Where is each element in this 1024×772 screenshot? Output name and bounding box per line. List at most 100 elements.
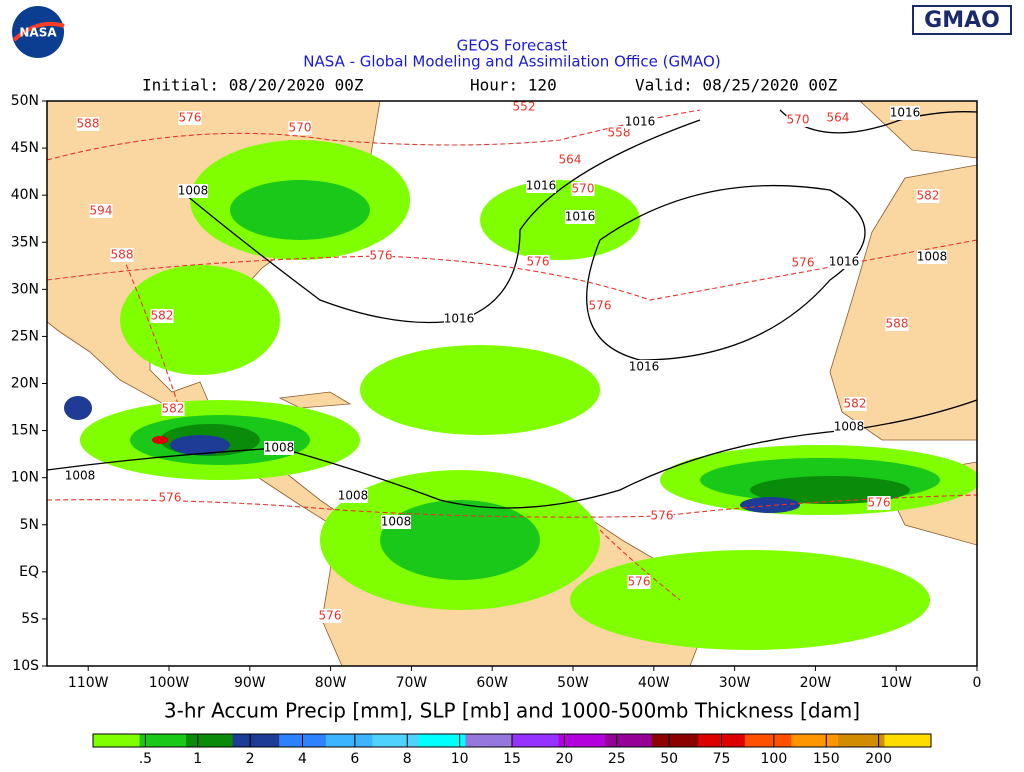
contour-label-bg <box>110 248 134 262</box>
contour-label-bg <box>607 126 631 140</box>
lon-label: 80W <box>315 675 347 691</box>
lon-label: 20W <box>800 675 832 691</box>
precip-area <box>740 497 800 513</box>
contour-label-bg <box>150 309 174 323</box>
contour-label-bg <box>627 575 651 589</box>
colorbar-swatch <box>372 734 420 747</box>
lat-label: 5S <box>21 611 39 627</box>
thickness-label: 564 <box>827 111 850 125</box>
thickness-label: 576 <box>628 575 651 589</box>
lat-label: 30N <box>11 281 39 297</box>
nasa-logo-swoosh <box>12 21 65 42</box>
colorbar-label: 75 <box>713 751 731 767</box>
colorbar-swatch <box>651 734 699 747</box>
thickness-label: 582 <box>151 309 174 323</box>
thickness-line <box>47 109 701 161</box>
slp-label: 1016 <box>565 210 596 224</box>
thickness-label: 576 <box>868 496 891 510</box>
cuba <box>278 391 352 409</box>
nasa-logo <box>12 6 64 58</box>
colorbar-label: .5 <box>139 751 152 767</box>
thickness-label: 576 <box>159 491 182 505</box>
contour-label-bg <box>318 609 342 623</box>
precip-area <box>170 435 230 455</box>
contour-label-bg <box>885 317 909 331</box>
lat-label: 25N <box>11 328 39 344</box>
initial-time: Initial: 08/20/2020 00Z <box>142 76 364 95</box>
valid-time: Valid: 08/25/2020 00Z <box>635 76 838 95</box>
slp-label: 1008 <box>178 184 209 198</box>
thickness-label: 552 <box>513 100 536 114</box>
slp-label: 1016 <box>444 312 475 326</box>
precip-area <box>380 500 540 580</box>
contour-label-bg <box>526 179 556 193</box>
africa-north <box>829 164 977 441</box>
lon-label: 50W <box>557 675 589 691</box>
thickness-line <box>47 494 977 518</box>
thickness-line <box>47 239 977 301</box>
lon-label: 0 <box>973 675 982 691</box>
slp-label: 1008 <box>338 489 369 503</box>
nasa-logo-text: NASA <box>19 26 57 40</box>
contour-label-bg <box>843 397 867 411</box>
colorbar-label: 100 <box>761 751 788 767</box>
contour-label-bg <box>76 117 100 131</box>
colorbar-label: 10 <box>451 751 469 767</box>
precipitation <box>64 140 977 650</box>
axes: 50N 45N 40N 35N 30N 25N 20N 15N 10N 5N EQ 5S 10S 110W… <box>11 93 982 691</box>
colorbar-swatch <box>884 734 932 747</box>
slp-label: 1016 <box>625 115 656 129</box>
lat-label: 5N <box>20 517 39 533</box>
lon-label: 10W <box>880 675 912 691</box>
slp-label: 1016 <box>890 106 921 120</box>
lon-label: 110W <box>68 675 109 691</box>
colorbar-label: 50 <box>660 751 678 767</box>
contour-label-bg <box>834 420 864 434</box>
colorbar-swatch <box>465 734 513 747</box>
colorbar-label: 200 <box>865 751 892 767</box>
contour-label-bg <box>829 255 859 269</box>
contour-label-bg <box>161 402 185 416</box>
colorbar-swatch <box>837 734 885 747</box>
slp-label: 1016 <box>629 360 660 374</box>
contour-label-bg <box>369 249 393 263</box>
colorbar-swatch <box>325 734 373 747</box>
gmao-logo-text: GMAO <box>924 8 1000 33</box>
colorbar-label: 20 <box>555 751 573 767</box>
colorbar-label: 8 <box>403 751 412 767</box>
thickness-label: 582 <box>917 189 940 203</box>
contour-label-bg <box>158 491 182 505</box>
colorbar-label: 4 <box>298 751 307 767</box>
contour-label-bg <box>512 101 536 114</box>
precip-area <box>64 396 92 420</box>
slp-label: 1008 <box>264 441 295 455</box>
lat-label: 35N <box>11 234 39 250</box>
contour-label-bg <box>558 153 582 167</box>
contour-label-bg <box>89 204 113 218</box>
thickness-label: 576 <box>792 256 815 270</box>
thickness-label: 576 <box>179 111 202 125</box>
thickness-label: 582 <box>162 402 185 416</box>
precip-area <box>152 436 168 444</box>
lon-label: 60W <box>476 675 508 691</box>
slp-label: 1008 <box>834 420 865 434</box>
title: GEOS Forecast <box>457 37 568 55</box>
contour-label-bg <box>565 210 595 224</box>
thickness-label: 588 <box>77 117 100 131</box>
colorbar-swatch <box>744 734 792 747</box>
colorbar-swatch <box>93 734 141 747</box>
colorbar-label: 6 <box>350 751 359 767</box>
slp-label: 1016 <box>526 179 557 193</box>
thickness-label: 576 <box>589 299 612 313</box>
contour-label-bg <box>917 250 947 264</box>
subtitle: NASA - Global Modeling and Assimilation … <box>303 53 720 71</box>
colorbar-swatch <box>418 734 466 747</box>
slp-label: 1008 <box>381 515 412 529</box>
gmao-logo <box>912 5 1012 35</box>
colorbar-label: 25 <box>608 751 626 767</box>
lat-label: 10N <box>11 470 39 486</box>
